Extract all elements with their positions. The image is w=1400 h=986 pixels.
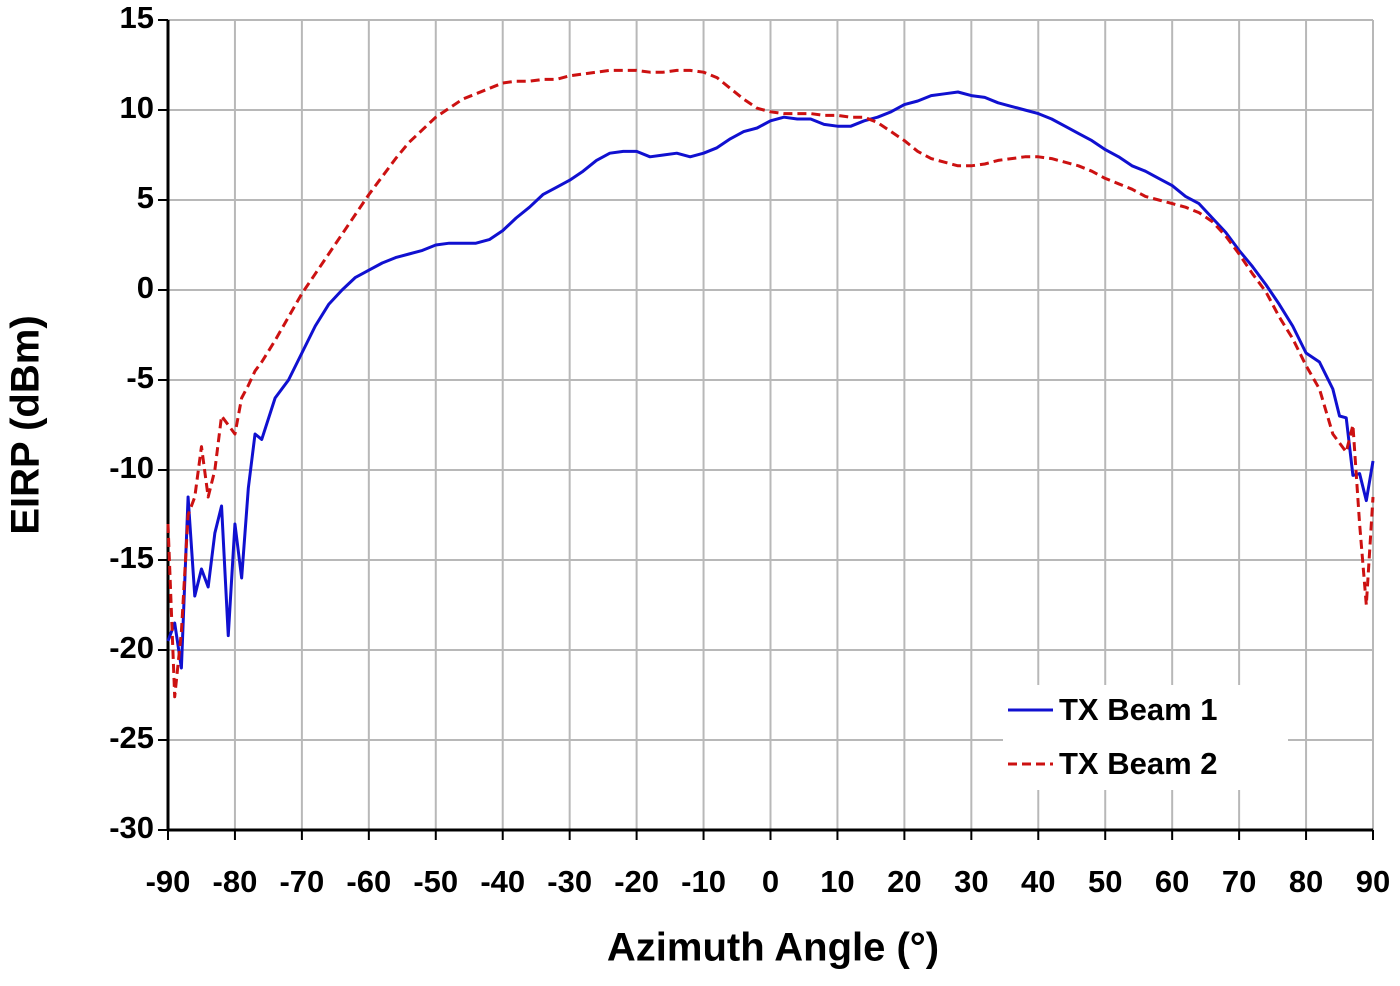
- legend-box: [1003, 685, 1288, 790]
- x-tick-label: 10: [820, 864, 854, 899]
- x-tick-label: 70: [1222, 864, 1256, 899]
- x-tick-label: -30: [547, 864, 592, 899]
- y-tick-label: 10: [120, 90, 154, 125]
- y-tick-label: -5: [126, 360, 154, 395]
- legend-label: TX Beam 2: [1059, 746, 1218, 781]
- x-tick-label: -60: [346, 864, 391, 899]
- x-tick-label: 0: [762, 864, 779, 899]
- x-tick-label: 80: [1289, 864, 1323, 899]
- y-tick-label: -30: [109, 810, 154, 845]
- x-tick-label: 40: [1021, 864, 1055, 899]
- y-tick-label: -20: [109, 630, 154, 665]
- y-tick-label: -15: [109, 540, 154, 575]
- x-tick-label: -90: [146, 864, 191, 899]
- x-tick-label: -50: [413, 864, 458, 899]
- data-line: [166, 90, 1375, 670]
- y-tick-label: -10: [109, 450, 154, 485]
- x-tick-label: -10: [681, 864, 726, 899]
- x-tick-label: -70: [279, 864, 324, 899]
- x-tick-label: -40: [480, 864, 525, 899]
- x-tick-label: -20: [614, 864, 659, 899]
- y-axis-label: EIRP (dBm): [4, 315, 48, 534]
- y-tick-label: 5: [137, 180, 154, 215]
- x-tick-label: 90: [1356, 864, 1390, 899]
- data-line: [166, 68, 1375, 699]
- x-tick-label: 20: [887, 864, 921, 899]
- x-axis-label: Azimuth Angle (°): [607, 926, 939, 970]
- x-tick-label: 50: [1088, 864, 1122, 899]
- x-tick-label: -80: [213, 864, 258, 899]
- x-tick-label: 30: [954, 864, 988, 899]
- x-tick-label: 60: [1155, 864, 1189, 899]
- legend-label: TX Beam 1: [1059, 692, 1218, 727]
- y-tick-label: 15: [120, 0, 154, 35]
- y-tick-label: 0: [137, 270, 154, 305]
- y-tick-label: -25: [109, 720, 154, 755]
